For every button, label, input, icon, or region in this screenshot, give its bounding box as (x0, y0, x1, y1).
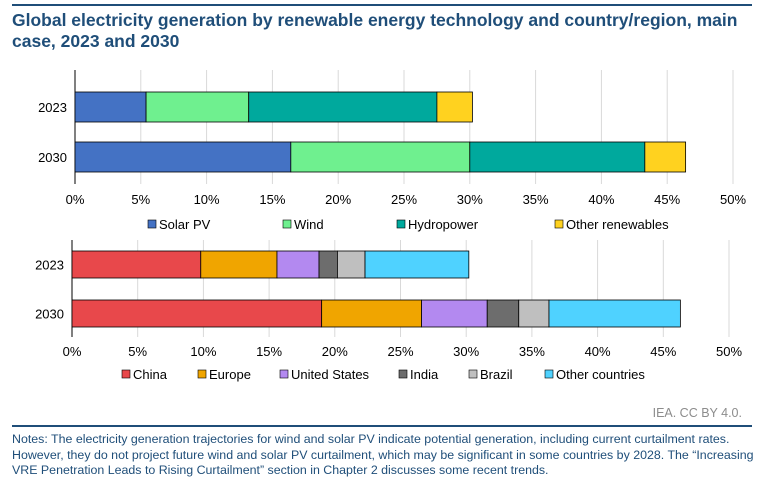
p0-bar-2030-other-renewables (644, 141, 687, 173)
p0-x-tick-label: 20% (325, 192, 351, 207)
p1-x-tick-label: 30% (453, 344, 479, 359)
p1-legend-label: Europe (209, 367, 251, 382)
p1-category-label: 2023 (35, 258, 64, 273)
p0-x-tick-label: 15% (259, 192, 285, 207)
p1-bar-2030-europe (321, 299, 422, 328)
p1-legend-swatch (279, 369, 289, 379)
p1-legend-swatch (398, 369, 408, 379)
p0-x-tick-label: 50% (720, 192, 746, 207)
p0-legend-label: Other renewables (566, 217, 669, 232)
p1-x-tick-label: 40% (585, 344, 611, 359)
p0-legend-swatch (147, 219, 157, 229)
p1-legend-label: India (410, 367, 439, 382)
p0-x-tick-label: 30% (457, 192, 483, 207)
p1-bar-2023-india (318, 250, 338, 279)
p1-x-tick-label: 25% (387, 344, 413, 359)
p0-legend-label: Hydropower (408, 217, 479, 232)
p0-x-tick-label: 5% (131, 192, 150, 207)
p1-x-tick-label: 5% (128, 344, 147, 359)
bottom-rule (12, 425, 752, 427)
p0-bar-2023-hydropower (248, 91, 438, 123)
p1-x-tick-label: 0% (63, 344, 82, 359)
p1-legend-swatch (468, 369, 478, 379)
p0-bar-2023-wind (145, 91, 250, 123)
p1-x-tick-label: 15% (256, 344, 282, 359)
p0-category-label: 2030 (38, 150, 67, 165)
p0-bar-2030-solar-pv (74, 141, 292, 173)
p0-x-tick-label: 25% (391, 192, 417, 207)
p0-legend-swatch (282, 219, 292, 229)
top-rule (12, 4, 752, 6)
p0-x-tick-label: 40% (588, 192, 614, 207)
p1-legend-label: United States (291, 367, 370, 382)
p0-bar-2023-other-renewables (436, 91, 473, 123)
p1-x-tick-label: 50% (716, 344, 742, 359)
p1-x-tick-label: 35% (519, 344, 545, 359)
p1-x-tick-label: 45% (650, 344, 676, 359)
p0-legend-swatch (396, 219, 406, 229)
p1-bar-2030-brazil (518, 299, 550, 328)
p1-legend-label: Brazil (480, 367, 513, 382)
notes-text: Notes: The electricity generation trajec… (12, 432, 754, 477)
p1-bar-2030-china (71, 299, 323, 328)
p1-legend-swatch (544, 369, 554, 379)
p0-bar-2030-wind (290, 141, 471, 173)
p0-bar-2030-hydropower (469, 141, 646, 173)
p1-bar-2023-united-states (276, 250, 320, 279)
p1-bar-2030-united-states (421, 299, 488, 328)
p0-x-tick-label: 35% (523, 192, 549, 207)
p1-legend-swatch (121, 369, 131, 379)
p1-legend-label: China (133, 367, 168, 382)
p0-legend-label: Solar PV (159, 217, 211, 232)
p0-bar-2023-solar-pv (74, 91, 147, 123)
p0-legend-swatch (554, 219, 564, 229)
p1-category-label: 2030 (35, 307, 64, 322)
p1-x-tick-label: 10% (190, 344, 216, 359)
p1-legend-swatch (197, 369, 207, 379)
chart-area: 0% 5% 10% 15% 20% 25% 30% 35% 40% 45% 50% 2023 2030 S… (35, 70, 746, 382)
p0-category-label: 2023 (38, 100, 67, 115)
p1-x-tick-label: 20% (322, 344, 348, 359)
p0-x-tick-label: 0% (66, 192, 85, 207)
chart-title: Global electricity generation by renewab… (12, 10, 738, 51)
p0-legend-label: Wind (294, 217, 324, 232)
p1-bar-2030-india (486, 299, 520, 328)
p1-bar-2023-other-countries (364, 250, 470, 279)
p0-x-tick-label: 45% (654, 192, 680, 207)
credit-text: IEA. CC BY 4.0. (652, 406, 742, 420)
p1-bar-2023-brazil (337, 250, 366, 279)
p1-bar-2030-other-countries (548, 299, 681, 328)
p1-bar-2023-china (71, 250, 202, 279)
p0-x-tick-label: 10% (194, 192, 220, 207)
p1-bar-2023-europe (200, 250, 278, 279)
p1-legend-label: Other countries (556, 367, 645, 382)
